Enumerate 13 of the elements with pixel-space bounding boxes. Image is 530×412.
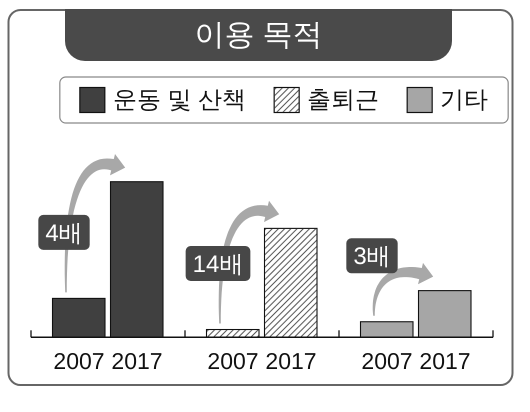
chart-title: 이용 목적 (194, 18, 323, 52)
x-tick-label: 2007 (207, 348, 259, 374)
x-tick-label: 2017 (265, 348, 317, 374)
x-tick-label: 2017 (419, 348, 471, 374)
x-tick-label: 2007 (53, 348, 105, 374)
legend-label: 기타 (440, 86, 488, 114)
annotation: 14배 (192, 251, 244, 278)
annotation: 4배 (45, 220, 83, 247)
x-tick-label: 2017 (111, 348, 163, 374)
legend-label: 출퇴근 (307, 86, 380, 114)
legend-label: 운동 및 산책 (112, 86, 246, 114)
annotation: 3배 (353, 243, 391, 270)
x-tick-label: 2007 (361, 348, 413, 374)
